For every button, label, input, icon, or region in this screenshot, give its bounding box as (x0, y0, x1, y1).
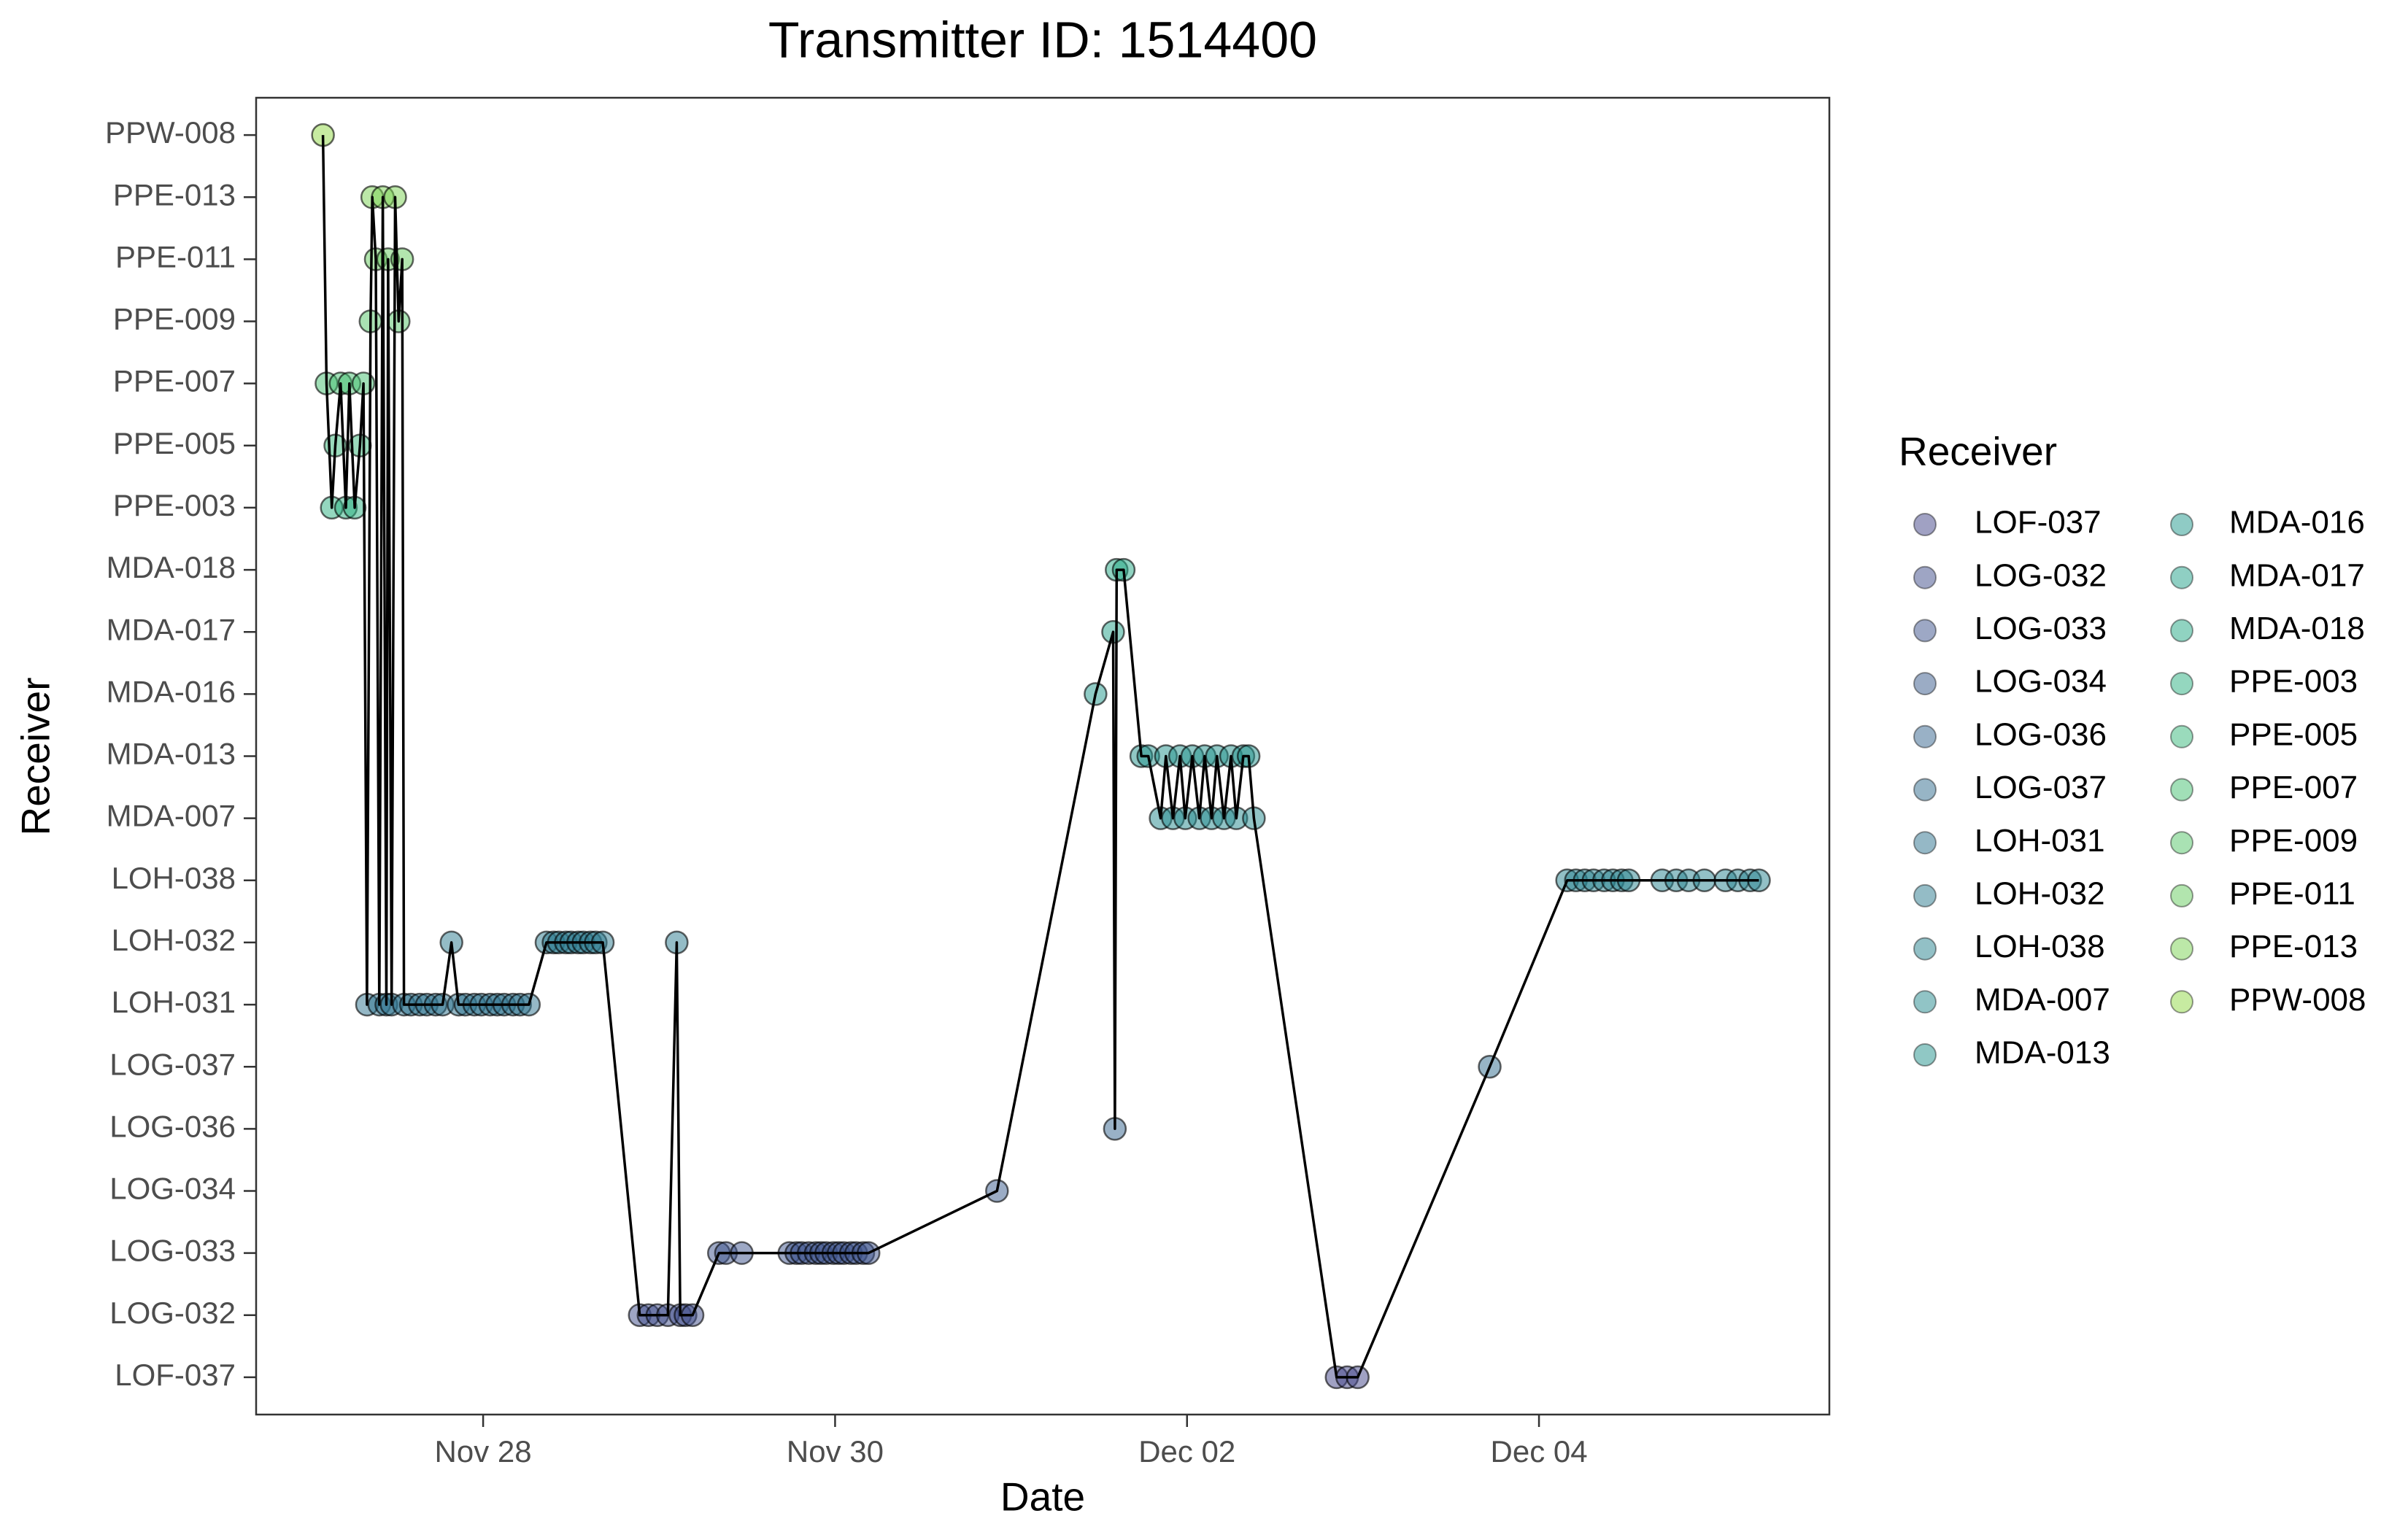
y-tick-label: MDA-007 (107, 799, 236, 833)
y-tick-label: LOG-034 (109, 1172, 236, 1206)
legend-key (2170, 990, 2193, 1014)
legend-key (1913, 990, 1937, 1014)
legend-label: MDA-007 (1975, 982, 2110, 1018)
legend-label: PPE-005 (2229, 716, 2358, 752)
y-tick-label: PPE-007 (113, 364, 236, 398)
legend-key (2170, 937, 2193, 961)
chart-title: Transmitter ID: 1514400 (768, 11, 1317, 68)
legend-key (2170, 883, 2193, 908)
y-tick-label: LOH-031 (112, 985, 236, 1019)
y-tick-label: PPE-013 (113, 177, 236, 212)
legend-key (1913, 619, 1937, 643)
legend-key (2170, 724, 2193, 748)
x-tick-label: Nov 30 (787, 1434, 884, 1469)
legend-key (2170, 619, 2193, 643)
legend-key (1913, 831, 1937, 855)
x-tick-label: Dec 02 (1138, 1434, 1235, 1469)
legend-label: LOF-037 (1975, 505, 2102, 541)
y-tick-label: LOG-037 (109, 1047, 236, 1081)
legend-label: PPE-003 (2229, 664, 2358, 700)
legend-key (1913, 1043, 1937, 1067)
legend-label: MDA-016 (2229, 505, 2365, 541)
legend-key (1913, 724, 1937, 748)
legend-key (2170, 831, 2193, 855)
y-axis-title: Receiver (13, 677, 58, 835)
y-tick-label: MDA-017 (107, 612, 236, 646)
y-tick-label: MDA-013 (107, 737, 236, 771)
y-tick-label: PPE-011 (115, 239, 236, 274)
legend-key (1913, 883, 1937, 908)
legend-key (1913, 778, 1937, 802)
x-tick-label: Nov 28 (435, 1434, 532, 1469)
y-tick-label: MDA-016 (107, 674, 236, 708)
legend-label: PPE-007 (2229, 770, 2358, 805)
y-tick-label: MDA-018 (107, 550, 236, 584)
legend-label: MDA-017 (2229, 557, 2365, 593)
legend-label: LOG-037 (1975, 770, 2107, 805)
legend-label: LOH-031 (1975, 823, 2105, 859)
x-tick-label: Dec 04 (1491, 1434, 1588, 1469)
y-tick-label: LOG-032 (109, 1296, 236, 1330)
legend-label: MDA-018 (2229, 611, 2365, 646)
legend-label: PPE-013 (2229, 929, 2358, 964)
legend-key (2170, 513, 2193, 536)
legend-key (2170, 672, 2193, 696)
legend-key (1913, 672, 1937, 696)
legend-title: Receiver (1899, 429, 2057, 474)
plot-area (311, 123, 1771, 1390)
legend-key (2170, 565, 2193, 589)
legend-label: LOG-033 (1975, 611, 2107, 646)
legend-label: LOH-038 (1975, 929, 2105, 964)
y-tick-label: LOG-033 (109, 1234, 236, 1268)
y-tick-label: PPE-005 (113, 426, 236, 460)
y-tick-label: LOF-037 (115, 1358, 236, 1392)
y-tick-label: PPE-009 (113, 302, 236, 336)
legend-label: PPE-009 (2229, 823, 2358, 859)
legend-label: PPE-011 (2229, 876, 2355, 912)
legend: LOF-037 LOG-032 LOG-033 LOG-034 LOG-036 LOG-0… (1913, 505, 2366, 1071)
legend-label: LOG-036 (1975, 716, 2107, 752)
legend-key (2170, 778, 2193, 802)
legend-label: PPW-008 (2229, 982, 2366, 1018)
legend-key (1913, 513, 1937, 536)
y-tick-label: PPE-003 (113, 488, 236, 522)
y-tick-label: LOH-032 (112, 923, 236, 957)
y-tick-label: LOH-038 (112, 861, 236, 895)
x-axis-title: Date (1000, 1474, 1085, 1520)
legend-label: LOG-032 (1975, 557, 2107, 593)
legend-key (1913, 937, 1937, 961)
legend-label: LOG-034 (1975, 664, 2107, 700)
y-tick-label: PPW-008 (105, 115, 236, 150)
legend-key (1913, 565, 1937, 589)
track-line (321, 135, 1759, 1379)
legend-label: MDA-013 (1975, 1035, 2110, 1071)
legend-label: LOH-032 (1975, 876, 2105, 912)
y-tick-label: LOG-036 (109, 1109, 236, 1143)
